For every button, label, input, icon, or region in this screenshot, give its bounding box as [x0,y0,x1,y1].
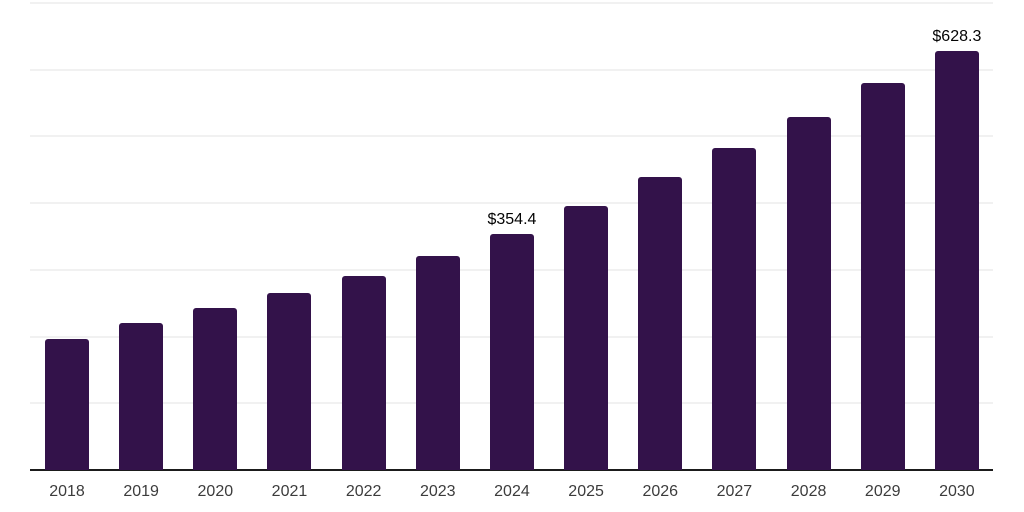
bar-slot-2029 [860,3,905,470]
bar-slot-2021 [267,3,312,470]
bar-2022 [341,275,386,470]
bar-slot-2018 [45,3,89,470]
bar-slot-2024: $354.4 [487,3,537,470]
bar-slot-2023 [415,3,460,470]
bar-2018 [45,338,89,470]
gridline-700 [30,2,993,4]
bar-2019 [119,322,164,470]
bar-slot-2022 [341,3,386,470]
x-tick-2022: 2022 [345,483,382,500]
bar-2021 [267,292,312,470]
x-tick-2019: 2019 [123,483,159,500]
data-label-2024: $354.4 [487,210,537,228]
bar-2024 [489,233,534,470]
bar-slot-2028 [786,3,831,470]
bar-slot-2019 [119,3,164,470]
bar-2029 [860,82,905,470]
x-axis-tick-labels: 2018 2019 2020 2021 2022 2023 2024 2025 2026 2027… [30,483,993,501]
bar-slot-2020 [193,3,238,470]
bar-series: $354.4 $628.3 [30,3,993,470]
gridline-500 [30,135,993,138]
gridline-600 [30,68,993,71]
x-tick-2025: 2025 [568,483,604,500]
bar-slot-2030: $628.3 [932,3,982,470]
bar-2028 [786,117,831,470]
bar-slot-2025 [564,3,609,470]
bar-2026 [638,177,683,470]
x-tick-2018: 2018 [49,483,85,500]
x-tick-2030: 2030 [939,483,975,500]
x-tick-2024: 2024 [494,483,530,500]
x-tick-2023: 2023 [419,483,456,500]
x-tick-2027: 2027 [716,483,753,500]
bar-slot-2027 [712,3,757,470]
x-tick-2026: 2026 [642,483,679,500]
bar-2025 [564,205,609,470]
bar-2027 [712,148,757,470]
x-tick-2021: 2021 [271,483,308,500]
bar-slot-2026 [638,3,683,470]
x-tick-2029: 2029 [864,483,901,500]
bar-2023 [415,255,460,470]
gridline-400 [30,202,993,205]
bar-2020 [193,308,238,470]
x-axis-line [30,469,993,471]
bar-2030 [934,50,979,470]
x-tick-2028: 2028 [790,483,827,500]
x-tick-2020: 2020 [197,483,234,500]
data-label-2030: $628.3 [932,27,982,45]
